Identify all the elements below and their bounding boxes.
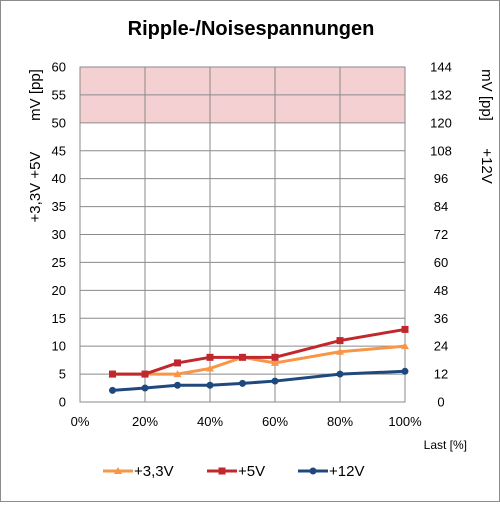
legend-item-33v: +3,3V bbox=[103, 463, 174, 480]
y-left-tick-label: 0 bbox=[59, 395, 66, 410]
data-point-12v bbox=[141, 384, 149, 392]
y-left-tick-label: 40 bbox=[52, 171, 66, 186]
legend-marker-5v bbox=[218, 467, 226, 475]
data-point-12v bbox=[174, 381, 181, 389]
y-right-tick-label: 120 bbox=[430, 115, 452, 130]
y-left-tick-label: 35 bbox=[52, 199, 66, 214]
y-left-tick-label: 10 bbox=[52, 339, 66, 354]
y-right-tick-label: 108 bbox=[430, 143, 452, 158]
y-left-tick-label: 50 bbox=[52, 115, 66, 130]
y-left-tick-label: 60 bbox=[52, 60, 66, 75]
data-point-12v bbox=[336, 370, 344, 378]
y-left-tick-label: 30 bbox=[52, 227, 66, 242]
tick-layer: 0 0 5 12 10 24 15 36 20 48 25 60 30 72 35 84 40 96 45 108 50… bbox=[52, 60, 452, 430]
legend-item-12v: +12V bbox=[298, 463, 364, 480]
x-tick-label: 60% bbox=[262, 414, 288, 429]
series-line-5v bbox=[112, 327, 406, 376]
series-line-33v bbox=[112, 344, 406, 376]
data-point-12v bbox=[109, 386, 116, 394]
y-left-tick-label: 45 bbox=[52, 143, 66, 158]
y-right-tick-label: 72 bbox=[434, 227, 448, 242]
data-point-5v bbox=[174, 359, 181, 367]
data-point-33v bbox=[173, 370, 182, 378]
x-tick-label: 20% bbox=[132, 414, 158, 429]
data-point-5v bbox=[239, 353, 246, 361]
y-left-tick-label: 55 bbox=[52, 87, 66, 102]
x-tick-label: 40% bbox=[197, 414, 223, 429]
x-axis-label: Last [%] bbox=[424, 438, 467, 452]
y-right-tick-label: 36 bbox=[434, 311, 448, 326]
y-left-tick-label: 20 bbox=[52, 283, 66, 298]
series-line-12v bbox=[112, 369, 406, 392]
legend-item-5v: +5V bbox=[207, 463, 265, 480]
data-point-33v bbox=[206, 364, 214, 372]
y-right-tick-label: 96 bbox=[434, 171, 448, 186]
series-5v bbox=[109, 325, 409, 378]
data-point-12v bbox=[239, 379, 246, 387]
data-point-12v bbox=[401, 367, 409, 375]
x-tick-label: 80% bbox=[327, 414, 353, 429]
x-tick-label: 100% bbox=[388, 414, 422, 429]
y-left-tick-label: 25 bbox=[52, 255, 66, 270]
y-right-tick-label: 84 bbox=[434, 199, 448, 214]
y-right-axis-label-top: mV [pp] bbox=[478, 69, 495, 121]
data-point-5v bbox=[141, 370, 149, 378]
x-tick-label: 0% bbox=[71, 414, 90, 429]
data-point-33v bbox=[336, 347, 344, 355]
legend-label-12v: +12V bbox=[329, 463, 364, 480]
legend-label-5v: +5V bbox=[238, 463, 265, 480]
legend-marker-12v bbox=[309, 467, 317, 475]
plot-area-border bbox=[79, 66, 406, 403]
legend-label-33v: +3,3V bbox=[134, 463, 174, 480]
series-layer bbox=[108, 325, 409, 394]
chart-title: Ripple-/Noisespannungen bbox=[128, 18, 375, 40]
data-point-5v bbox=[401, 325, 409, 333]
series-12v bbox=[109, 367, 409, 394]
data-point-5v bbox=[336, 337, 344, 345]
data-point-5v bbox=[271, 353, 279, 361]
y-right-tick-label: 0 bbox=[437, 395, 444, 410]
data-point-5v bbox=[206, 353, 214, 361]
y-right-tick-label: 24 bbox=[434, 339, 448, 354]
y-left-axis-label-bottom: +3,3V +5V bbox=[27, 152, 44, 223]
legend: +3,3V +5V +12V bbox=[103, 463, 364, 480]
y-right-tick-label: 132 bbox=[430, 87, 452, 102]
y-left-tick-label: 15 bbox=[52, 311, 66, 326]
data-point-12v bbox=[206, 381, 214, 389]
data-point-5v bbox=[109, 370, 116, 378]
data-point-33v bbox=[401, 342, 409, 350]
y-left-axis-label-top: mV [pp] bbox=[27, 69, 44, 121]
y-right-axis-label-bottom: +12V bbox=[478, 148, 495, 183]
y-right-tick-label: 48 bbox=[434, 283, 448, 298]
y-right-tick-label: 12 bbox=[434, 367, 448, 382]
data-point-12v bbox=[271, 377, 279, 385]
y-right-tick-label: 144 bbox=[430, 60, 452, 75]
data-point-33v bbox=[271, 358, 279, 366]
legend-marker-33v bbox=[114, 467, 122, 474]
y-right-tick-label: 60 bbox=[434, 255, 448, 270]
y-left-tick-label: 5 bbox=[59, 367, 66, 382]
